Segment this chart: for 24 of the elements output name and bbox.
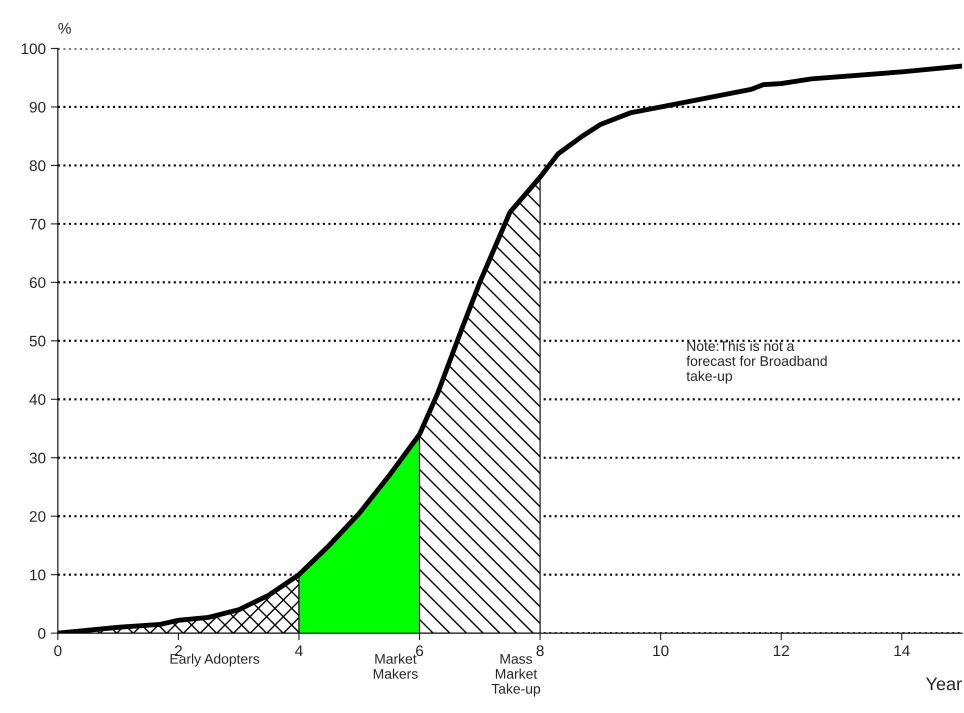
y-tick-label: 70	[30, 218, 46, 230]
y-tick-label: 30	[30, 452, 46, 464]
x-tick-label: 0	[54, 645, 62, 656]
series-label: Early Adopters	[170, 654, 260, 667]
y-tick-label: 100	[22, 43, 46, 54]
x-tick-label: 10	[653, 645, 669, 656]
x-tick-label: 12	[774, 645, 789, 656]
x-tick-label: 8	[536, 645, 544, 656]
y-tick-label: 40	[29, 394, 46, 405]
series-label: Market Makers	[374, 654, 418, 679]
y-tick-label: 80	[30, 160, 46, 172]
x-tick-label: 6	[416, 645, 424, 656]
y-tick-label: 0	[38, 628, 46, 639]
x-tick-label: 14	[894, 646, 910, 656]
y-axis-title: %	[58, 23, 71, 34]
annotation: Note:This is not a forecast for Broadband take-up	[686, 340, 827, 384]
x-axis-title: Year	[926, 678, 962, 690]
x-tick-label: 2	[174, 645, 182, 656]
y-tick-label: 20	[30, 511, 46, 522]
x-tick-label: 4	[295, 646, 303, 656]
y-tick-label: 60	[30, 277, 46, 288]
y-tick-label: 10	[30, 570, 46, 580]
y-tick-label: 90	[30, 102, 46, 113]
y-tick-label: 50	[30, 336, 46, 346]
